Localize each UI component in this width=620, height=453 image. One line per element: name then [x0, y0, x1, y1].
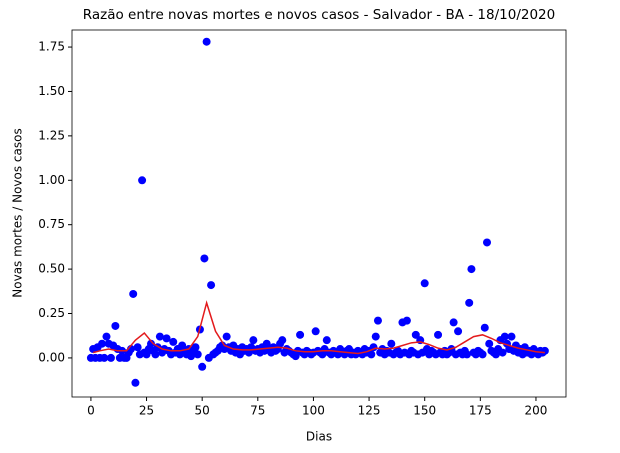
point: [155, 332, 164, 341]
point: [311, 327, 320, 336]
point: [193, 350, 202, 359]
point: [106, 353, 115, 362]
x-tick-label: 75: [250, 404, 265, 418]
x-tick-label: 100: [302, 404, 325, 418]
point: [373, 316, 382, 325]
y-tick-label: 1.00: [38, 173, 65, 187]
x-tick-label: 150: [413, 404, 436, 418]
x-tick-label: 200: [525, 404, 548, 418]
point: [222, 332, 231, 341]
x-axis-label: Dias: [306, 430, 332, 444]
point: [387, 339, 396, 348]
point: [449, 318, 458, 327]
point: [198, 362, 207, 371]
point: [480, 323, 489, 332]
point: [507, 332, 516, 341]
x-tick-label: 25: [139, 404, 154, 418]
y-tick-label: 0.75: [38, 217, 65, 231]
point: [296, 330, 305, 339]
point: [402, 316, 411, 325]
point: [129, 289, 138, 298]
chart-title: Razão entre novas mortes e novos casos -…: [83, 7, 555, 23]
point: [540, 346, 549, 355]
plot-frame: [71, 29, 567, 398]
x-tick-label: 175: [469, 404, 492, 418]
point: [498, 348, 507, 357]
point: [500, 332, 509, 341]
y-tick-label: 0.50: [38, 262, 65, 276]
point: [151, 350, 160, 359]
point: [131, 378, 140, 387]
point: [138, 176, 147, 185]
point: [478, 350, 487, 359]
point: [102, 332, 111, 341]
point: [278, 336, 287, 345]
point: [411, 330, 420, 339]
trend-line: [92, 300, 545, 355]
y-axis-label: Novas mortes / Novos casos: [11, 128, 25, 297]
point: [367, 350, 376, 359]
point: [202, 37, 211, 46]
point: [485, 339, 494, 348]
point: [100, 353, 109, 362]
y-tick-label: 1.50: [38, 84, 65, 98]
x-tick-label: 125: [358, 404, 381, 418]
point: [483, 238, 492, 247]
point: [322, 336, 331, 345]
point: [200, 254, 209, 263]
y-tick-label: 1.75: [38, 40, 65, 54]
point: [146, 339, 155, 348]
point: [98, 339, 107, 348]
point: [133, 343, 142, 352]
point: [465, 298, 474, 307]
y-tick-label: 1.25: [38, 128, 65, 142]
point: [371, 332, 380, 341]
point: [434, 330, 443, 339]
point: [191, 343, 200, 352]
y-tick-label: 0.00: [38, 350, 65, 364]
point: [111, 321, 120, 330]
point: [249, 336, 258, 345]
point: [420, 279, 429, 288]
point: [467, 265, 476, 274]
x-tick-label: 0: [87, 404, 95, 418]
point: [454, 327, 463, 336]
point: [462, 350, 471, 359]
point: [207, 281, 216, 290]
x-tick-label: 50: [195, 404, 210, 418]
point: [169, 337, 178, 346]
point: [162, 334, 171, 343]
y-tick-label: 0.25: [38, 306, 65, 320]
